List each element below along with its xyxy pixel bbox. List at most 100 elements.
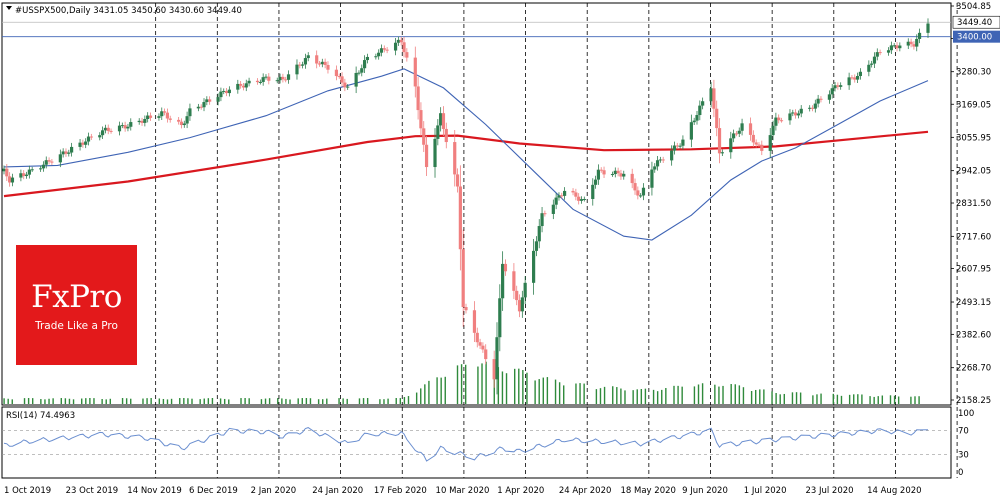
- candle-bear: [619, 173, 623, 177]
- volume-bar: [81, 398, 83, 404]
- candle-bull: [830, 88, 834, 95]
- candle-bear: [5, 168, 9, 177]
- volume-bar: [897, 396, 900, 404]
- volume-bar: [481, 363, 483, 404]
- volume-bar: [563, 385, 565, 404]
- candle-bull: [788, 113, 792, 121]
- volume-bar: [754, 389, 757, 404]
- candle-bull: [70, 146, 74, 153]
- candle-bear: [177, 119, 181, 122]
- candle-bull: [799, 108, 803, 114]
- candle-bull: [39, 168, 43, 170]
- candle-bear: [179, 121, 184, 126]
- candle-bull: [562, 190, 567, 196]
- candle-bear: [853, 77, 857, 80]
- volume-bar: [632, 390, 634, 404]
- volume-bar: [738, 385, 741, 404]
- candle-bull: [658, 159, 662, 161]
- level-badge-box: [953, 30, 1000, 43]
- candle-bull: [433, 138, 437, 168]
- candle-bear: [441, 113, 446, 129]
- volume-bar: [779, 394, 781, 404]
- volume-bar: [346, 398, 348, 404]
- volume-bar: [297, 398, 299, 404]
- candle-bull: [160, 111, 164, 117]
- volume-bar: [322, 399, 324, 404]
- volume-bar: [677, 385, 679, 404]
- rsi-tick-label: 30: [958, 450, 969, 460]
- candle-bull: [185, 116, 189, 124]
- volume-bar: [89, 398, 91, 404]
- volume-bar: [60, 398, 62, 404]
- candle-bear: [444, 128, 448, 143]
- price-tick-label: 2942.05: [956, 167, 991, 177]
- volume-bar: [44, 399, 46, 404]
- price-tick-label: 3055.95: [956, 133, 991, 143]
- candle-bull: [146, 115, 150, 120]
- candle-bull: [653, 166, 657, 170]
- logo-brand: FxPro: [31, 279, 122, 315]
- candle-bull: [540, 213, 544, 227]
- volume-bar: [150, 398, 152, 404]
- volume-bar: [661, 389, 663, 404]
- candle-bear: [455, 174, 460, 187]
- x-tick-label: 17 Feb 2020: [374, 486, 427, 496]
- volume-bar: [673, 385, 675, 404]
- volume-bar: [722, 385, 724, 404]
- volume-bar: [317, 399, 320, 404]
- x-tick-label: 23 Jul 2020: [805, 486, 853, 496]
- candle-bull: [523, 282, 527, 298]
- candle-bull: [41, 164, 46, 169]
- candle-bear: [633, 183, 637, 191]
- volume-bar: [223, 398, 226, 404]
- candle-bear: [481, 345, 485, 350]
- candle-bear: [751, 134, 755, 143]
- volume-bar: [285, 398, 287, 404]
- volume-bar: [121, 398, 124, 404]
- price-tick-label: 2607.95: [956, 264, 991, 274]
- candle-bear: [878, 52, 882, 54]
- volume-bar: [166, 399, 169, 404]
- candle-bull: [379, 48, 384, 53]
- candle-bear: [281, 76, 285, 80]
- fxpro-logo: FxPro Trade Like a Pro: [16, 245, 137, 365]
- volume-bar: [289, 399, 291, 404]
- volume-bar: [759, 389, 761, 404]
- candle-bull: [365, 56, 370, 61]
- candle-bear: [661, 159, 665, 161]
- candle-bear: [602, 170, 606, 175]
- candle-bull: [670, 150, 674, 161]
- candle-bull: [650, 169, 654, 188]
- volume-bar: [583, 383, 585, 404]
- candle-bear: [715, 108, 719, 129]
- candle-bull: [701, 101, 705, 106]
- candle-bull: [275, 80, 279, 82]
- x-tick-label: 1 Oct 2019: [4, 486, 51, 496]
- x-tick-label: 2 Jan 2020: [251, 486, 297, 496]
- level-badge: 3400.00: [957, 33, 992, 43]
- candle-bull: [582, 198, 586, 200]
- volume-bar: [162, 398, 165, 404]
- volume-bar: [326, 398, 328, 404]
- candle-bull: [870, 63, 874, 65]
- candle-bear: [492, 359, 496, 380]
- candle-bull: [579, 199, 584, 201]
- volume-bar: [228, 399, 230, 404]
- volume-bar: [3, 398, 5, 404]
- volume-bar: [612, 386, 614, 404]
- volume-bar: [693, 386, 696, 404]
- candle-bull: [501, 263, 505, 299]
- candle-bull: [534, 241, 539, 251]
- volume-bar: [305, 398, 308, 404]
- candle-bear: [757, 144, 761, 146]
- volume-bar: [146, 398, 148, 404]
- volume-bar: [734, 384, 736, 404]
- candle-bull: [639, 195, 643, 197]
- candle-bull: [78, 142, 82, 147]
- price-badge: 3449.40: [957, 18, 992, 28]
- candle-bull: [591, 184, 595, 199]
- volume-bar: [170, 398, 173, 404]
- volume-bar: [72, 399, 75, 404]
- volume-bar: [342, 398, 344, 404]
